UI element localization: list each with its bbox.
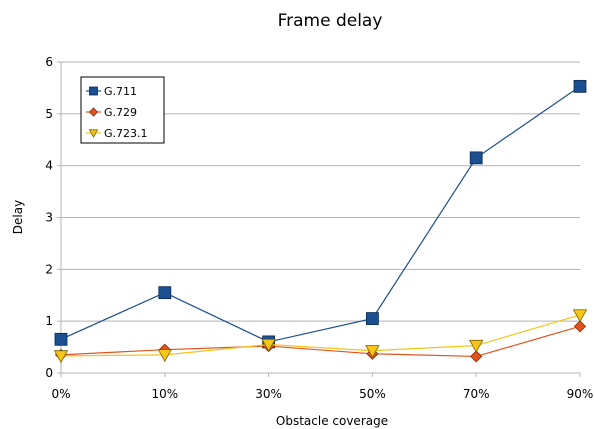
data-point-1-4 [470,350,483,363]
y-tick-label-2: 2 [45,262,53,276]
legend-label-1: G.729 [104,106,137,119]
series-line-1 [60,325,581,358]
legend-label-0: G.711 [104,85,137,98]
y-tick-labels: 0 1 2 3 4 5 6 [45,55,53,380]
y-tick-label-5: 5 [45,107,53,121]
data-point-2-1 [157,349,172,363]
series-2 [53,309,588,364]
data-point-0-0 [54,332,68,346]
x-axis-label: Obstacle coverage [276,414,388,428]
y-tick-label-3: 3 [45,211,53,225]
legend: G.711 G.729 G.723.1 [80,76,165,144]
y-tick-label-1: 1 [45,314,53,328]
data-point-2-5 [572,309,588,323]
legend-marker-2 [88,129,99,138]
data-point-2-4 [469,339,484,353]
y-tick-label-0: 0 [45,366,53,380]
legend-marker-1 [88,107,99,117]
data-point-1-5 [573,320,587,333]
series-group [53,79,588,364]
x-tick-label-1: 10% [151,387,178,401]
y-tick-label-6: 6 [45,55,53,69]
y-axis-label: Delay [11,200,25,234]
data-point-2-3 [365,345,380,359]
chart-title: Frame delay [278,11,383,31]
x-tick-label-3: 50% [359,387,386,401]
data-point-2-0 [53,350,69,364]
x-tick-label-5: 90% [567,387,594,401]
legend-marker-0 [89,86,98,96]
x-tick-label-0: 0% [51,387,70,401]
data-point-0-3 [365,312,379,325]
series-line-0 [60,85,581,343]
y-tick-label-4: 4 [45,159,53,173]
legend-label-2: G.723.1 [104,127,148,140]
series-line-2 [60,314,581,357]
x-tick-label-2: 30% [255,387,282,401]
data-point-0-1 [158,286,172,300]
axes [57,61,581,377]
data-point-0-4 [469,151,483,165]
x-tick-label-4: 70% [463,387,490,401]
data-point-2-2 [261,338,276,352]
data-point-0-5 [573,79,587,93]
x-tick-labels: 0% 10% 30% 50% 70% 90% [51,387,593,401]
